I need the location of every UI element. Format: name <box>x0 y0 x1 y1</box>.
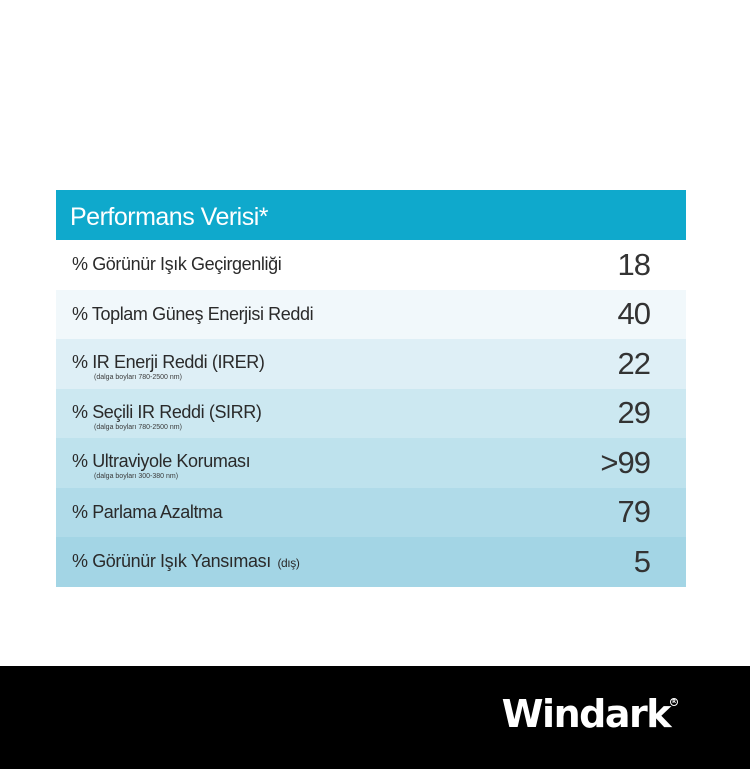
registered-mark-icon: R <box>670 698 678 706</box>
row-label: % IR Enerji Reddi (IRER) <box>72 352 265 373</box>
table-row: % Görünür Işık Yansıması (dış) 5 <box>56 537 686 587</box>
row-value: 79 <box>617 494 651 530</box>
row-value: 29 <box>617 395 651 431</box>
table-title: Performans Verisi* <box>70 202 269 231</box>
row-value: 18 <box>617 246 651 282</box>
row-value: 22 <box>617 345 651 381</box>
table-row: % Ultraviyole Koruması (dalga boyları 30… <box>56 438 686 488</box>
row-label: % Parlama Azaltma <box>72 501 223 522</box>
table-row: % Parlama Azaltma 79 <box>56 487 686 537</box>
row-label-text: % Görünür Işık Yansıması <box>72 551 271 572</box>
brand-logo: Windark R <box>501 692 678 736</box>
row-value: 5 <box>633 543 651 579</box>
row-label: % Görünür Işık Yansıması (dış) <box>72 551 300 572</box>
row-label: % Toplam Güneş Enerjisi Reddi <box>72 303 314 324</box>
row-note: (dalga boyları 780-2500 nm) <box>94 423 182 431</box>
row-label-suffix: (dış) <box>277 556 300 571</box>
table-row: % Seçili IR Reddi (SIRR) (dalga boyları … <box>56 388 686 438</box>
footer-bar: Windark R <box>0 666 750 769</box>
performance-table: Performans Verisi* % Görünür Işık Geçirg… <box>56 190 686 587</box>
row-label: % Ultraviyole Koruması <box>72 451 251 472</box>
table-header: Performans Verisi* <box>56 190 686 240</box>
brand-logo-text: Windark <box>501 692 672 736</box>
row-note: (dalga boyları 780-2500 nm) <box>94 374 182 382</box>
row-label: % Seçili IR Reddi (SIRR) <box>72 401 262 422</box>
row-label: % Görünür Işık Geçirgenliği <box>72 254 282 275</box>
row-note: (dalga boyları 300-380 nm) <box>94 473 179 481</box>
table-row: % Toplam Güneş Enerjisi Reddi 40 <box>56 289 686 339</box>
table-row: % IR Enerji Reddi (IRER) (dalga boyları … <box>56 339 686 389</box>
row-value: >99 <box>600 444 651 480</box>
row-value: 40 <box>617 296 651 332</box>
table-row: % Görünür Işık Geçirgenliği 18 <box>56 240 686 290</box>
